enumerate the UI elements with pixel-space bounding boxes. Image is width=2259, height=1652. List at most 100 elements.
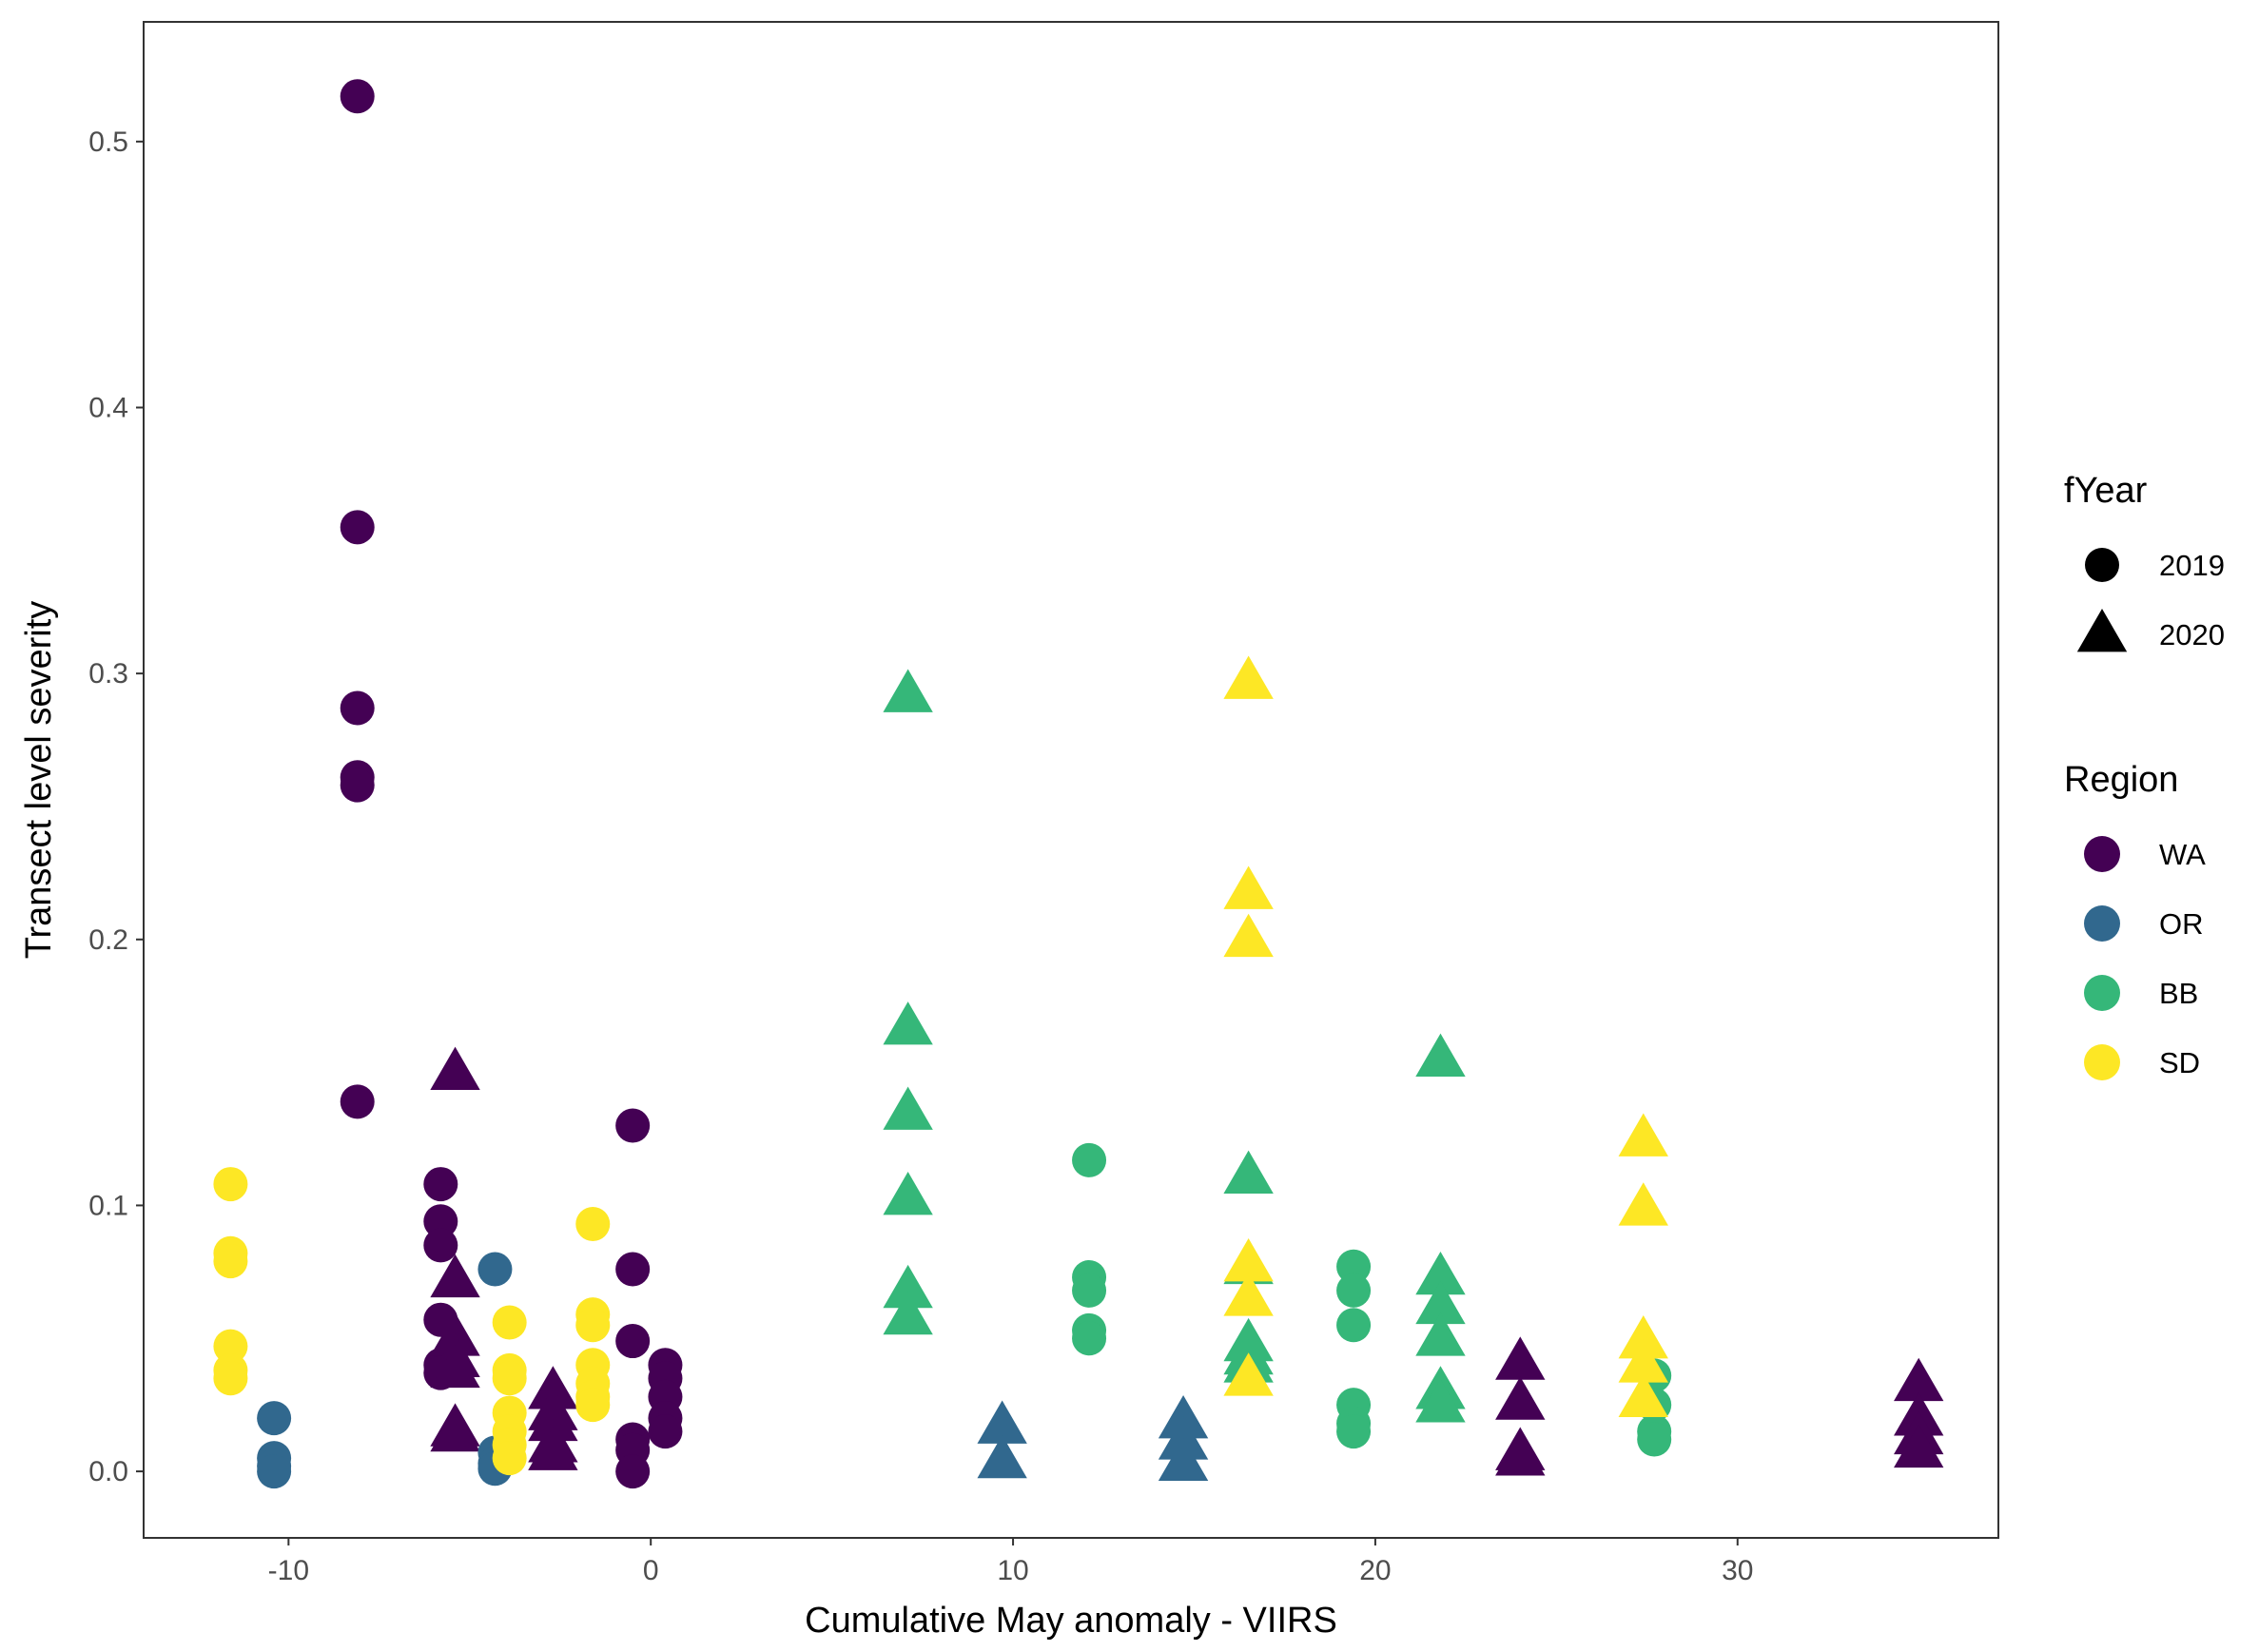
data-point-wa-2020 [1894,1357,1944,1402]
y-tick-label: 0.5 [88,126,128,158]
data-point-wa-2019 [615,1324,651,1359]
data-point-bb-2019 [1336,1414,1372,1449]
data-point-wa-2019 [340,510,375,545]
data-point-bb-2020 [883,1001,933,1045]
data-point-sd-2020 [1223,1273,1274,1316]
legend-key-wa [2084,836,2120,872]
data-point-sd-2020 [1223,655,1274,699]
data-point-bb-2020 [883,1086,933,1130]
data-point-bb-2019 [1072,1142,1107,1177]
legend-key-triangle [2076,609,2128,652]
data-point-sd-2020 [1223,865,1274,909]
legend-shape-title: fYear [2064,471,2148,511]
data-point-wa-2019 [423,1228,458,1263]
data-point-or-2020 [1158,1437,1209,1482]
legend-label-or: OR [2159,907,2204,941]
legend-label-sd: SD [2159,1046,2200,1079]
data-point-sd-2019 [213,1167,248,1202]
data-point-bb-2019 [1072,1273,1107,1308]
data-point-wa-2019 [340,690,375,726]
data-point-bb-2019 [1336,1249,1372,1284]
y-axis-title: Transect level severity [19,601,59,960]
plot-panel [143,21,1999,1539]
data-point-sd-2019 [575,1388,611,1423]
data-point-bb-2020 [883,1172,933,1215]
data-point-wa-2020 [430,1408,480,1452]
x-tick-label: -10 [268,1555,309,1586]
data-point-wa-2019 [340,768,375,803]
data-point-bb-2020 [1415,1251,1466,1295]
data-point-wa-2020 [1495,1336,1546,1380]
data-point-wa-2019 [648,1414,683,1449]
x-tick-label: 30 [1722,1555,1753,1586]
data-point-bb-2019 [1336,1308,1372,1343]
data-point-or-2019 [257,1454,292,1489]
data-point-wa-2019 [615,1108,651,1143]
data-point-wa-2020 [1894,1424,1944,1468]
legend-label-2019: 2019 [2159,549,2225,582]
data-point-wa-2019 [615,1252,651,1287]
data-point-or-2020 [977,1400,1027,1444]
x-tick-label: 0 [643,1555,659,1586]
legend-label-bb: BB [2159,977,2198,1010]
legend: fYear Region 2019 2020 WA OR BB SD [2064,471,2225,1080]
data-point-sd-2020 [1618,1182,1668,1226]
y-tick-label: 0.2 [88,924,128,956]
data-point-sd-2019 [492,1441,527,1476]
legend-color-title: Region [2064,760,2178,800]
data-point-wa-2020 [528,1427,578,1470]
y-tick-label: 0.4 [88,392,128,423]
data-point-sd-2020 [1618,1113,1668,1156]
data-point-or-2019 [257,1401,292,1436]
data-point-bb-2020 [883,669,933,712]
legend-key-bb [2084,975,2120,1011]
data-point-sd-2020 [1618,1339,1668,1383]
data-point-sd-2019 [492,1305,527,1340]
data-point-wa-2020 [1495,1376,1546,1420]
y-tick-label: 0.3 [88,658,128,690]
legend-key-circle [2085,548,2119,582]
legend-key-sd [2084,1044,2120,1080]
data-point-wa-2019 [340,79,375,114]
data-point-bb-2020 [1415,1280,1466,1325]
data-point-bb-2019 [1637,1422,1672,1457]
data-point-bb-2020 [1415,1033,1466,1077]
data-point-sd-2019 [213,1361,248,1396]
data-point-sd-2020 [1223,1352,1274,1396]
legend-key-or [2084,905,2120,942]
data-point-wa-2019 [423,1204,458,1239]
data-point-bb-2020 [883,1291,933,1335]
data-point-or-2020 [977,1434,1027,1479]
data-point-sd-2019 [492,1361,527,1396]
data-point-sd-2019 [213,1244,248,1279]
data-point-sd-2020 [1618,1373,1668,1417]
data-point-wa-2020 [430,1254,480,1298]
data-point-wa-2020 [1495,1432,1546,1476]
x-tick-label: 20 [1359,1555,1391,1586]
data-point-sd-2019 [575,1308,611,1343]
data-point-wa-2019 [340,1084,375,1119]
data-point-bb-2019 [1072,1321,1107,1356]
axis-ticks: -10 0 10 20 30 0.0 0.1 0.2 0.3 0.4 0.5 [88,126,1753,1586]
data-point-wa-2020 [430,1344,480,1389]
data-point-sd-2019 [213,1329,248,1364]
data-point-wa-2019 [615,1454,651,1489]
legend-label-wa: WA [2159,838,2206,871]
data-point-sd-2019 [575,1207,611,1242]
data-points [213,79,1944,1489]
data-point-sd-2020 [1618,1315,1668,1359]
data-point-wa-2019 [423,1167,458,1202]
data-point-wa-2020 [430,1046,480,1090]
data-point-bb-2019 [1336,1273,1372,1308]
y-tick-label: 0.1 [88,1190,128,1221]
data-point-bb-2020 [883,1264,933,1309]
data-point-sd-2020 [1223,1237,1274,1282]
data-point-bb-2020 [1223,1150,1274,1195]
data-point-bb-2020 [1415,1312,1466,1356]
x-tick-label: 10 [997,1555,1028,1586]
legend-label-2020: 2020 [2159,618,2225,651]
data-point-or-2019 [477,1252,513,1287]
data-point-bb-2020 [1415,1379,1466,1423]
x-axis-title: Cumulative May anomaly - VIIRS [805,1601,1337,1641]
